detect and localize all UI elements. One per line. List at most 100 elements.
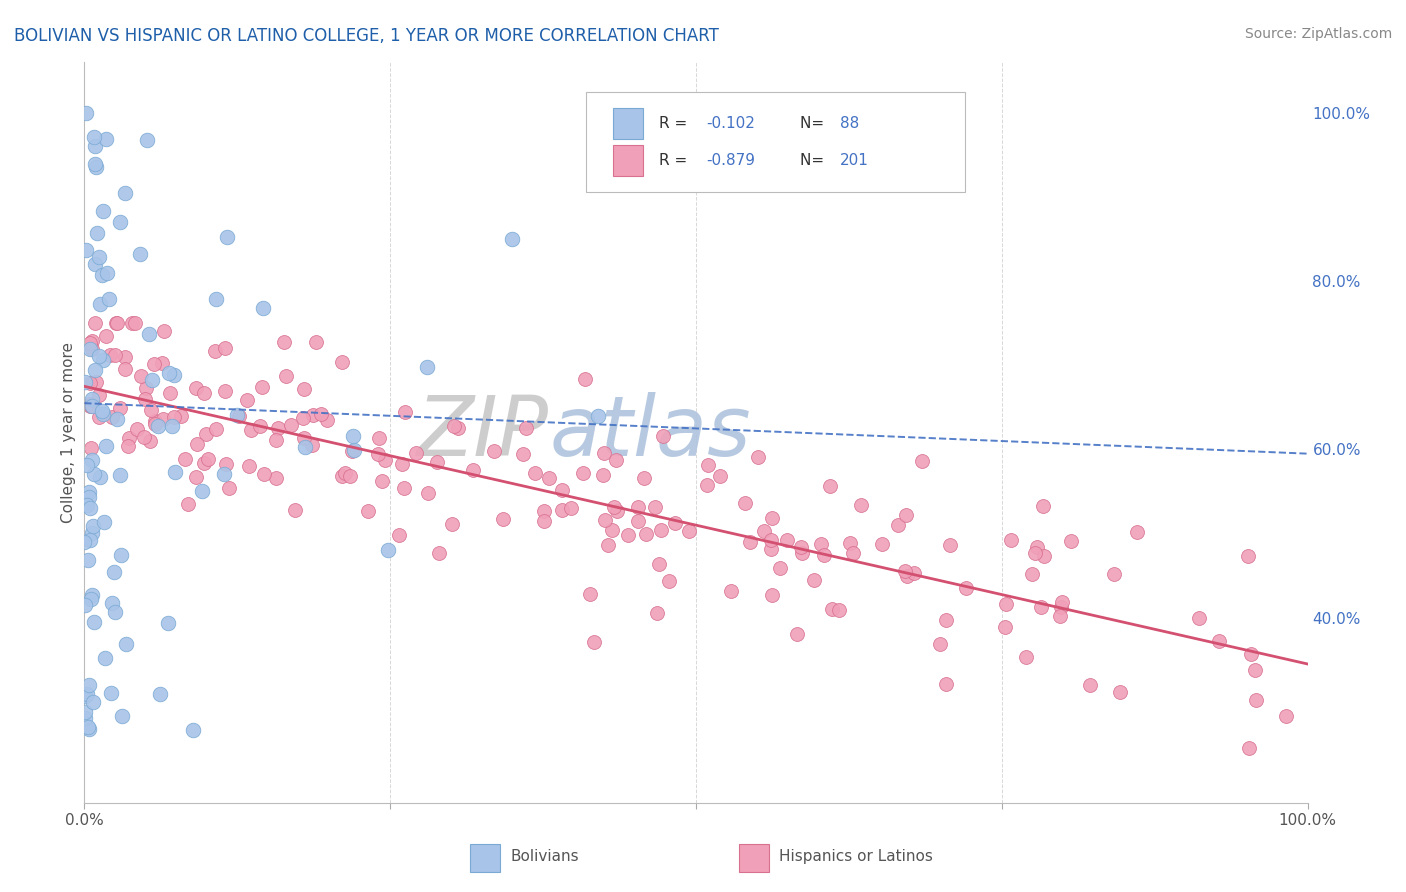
Point [664,516,686,530]
Point [143,415,166,429]
Point [1237,549,1260,563]
Point [606,504,628,518]
Point [1208,634,1230,648]
Point [264,434,287,448]
Point [197,451,219,466]
Point [82,695,104,709]
Text: Bolivians: Bolivians [510,848,579,863]
Point [163,410,186,425]
Point [294,440,316,454]
Point [84,157,107,171]
Point [405,446,427,460]
Point [267,421,290,435]
Point [139,434,162,449]
Point [803,574,825,588]
Point [343,443,366,458]
Point [128,246,150,260]
Point [633,471,655,485]
Point [790,546,813,560]
Text: 88: 88 [841,116,859,130]
Point [215,457,238,471]
Point [75,711,97,725]
Point [91,203,114,218]
Point [77,553,100,567]
Point [1244,693,1267,707]
Point [994,597,1017,611]
Point [96,132,118,146]
Point [1108,684,1130,698]
Point [77,490,100,504]
Point [105,316,128,330]
Point [105,412,128,426]
Point [77,484,100,499]
Point [461,463,484,477]
Point [697,458,720,472]
Point [97,292,120,306]
Point [759,533,782,548]
Point [538,470,561,484]
Point [491,512,513,526]
Point [761,510,783,524]
Point [184,381,207,395]
Point [1060,534,1083,549]
Point [83,316,105,330]
Point [994,620,1017,634]
Point [441,516,464,531]
Point [82,519,104,533]
Point [87,250,110,264]
Point [114,362,136,376]
Point [1000,533,1022,547]
Point [205,422,228,436]
Point [1033,549,1056,563]
Point [330,469,353,483]
Point [114,186,136,200]
Point [304,335,326,350]
Text: N=: N= [800,116,830,130]
Point [605,453,627,467]
Point [141,403,163,417]
Point [292,410,315,425]
Point [149,687,172,701]
Point [592,468,614,483]
Point [367,431,389,445]
Point [571,466,593,480]
Point [292,431,315,445]
Point [394,481,416,495]
Point [89,409,111,424]
Point [418,486,440,500]
Point [214,341,236,355]
Point [443,418,465,433]
Point [935,613,957,627]
Point [193,385,215,400]
Point [273,334,295,349]
Point [80,334,103,349]
Point [77,720,100,734]
Point [110,548,132,562]
Point [1237,741,1260,756]
Point [894,564,917,578]
Point [813,548,835,562]
Point [1275,708,1298,723]
Point [301,409,323,423]
Point [335,466,357,480]
Point [533,504,555,518]
Y-axis label: College, 1 year or more: College, 1 year or more [60,343,76,523]
Point [1126,525,1149,540]
Point [89,349,111,363]
Point [502,232,524,246]
Point [896,569,918,583]
Point [1243,663,1265,677]
Point [184,469,207,483]
Point [1078,678,1101,692]
Text: N=: N= [800,153,830,168]
Point [284,502,307,516]
Point [79,399,101,413]
Point [678,524,700,538]
Point [842,546,865,560]
Point [1240,647,1263,661]
Point [786,627,808,641]
Point [195,427,218,442]
Point [650,523,672,537]
Point [1024,546,1046,560]
Point [143,417,166,431]
